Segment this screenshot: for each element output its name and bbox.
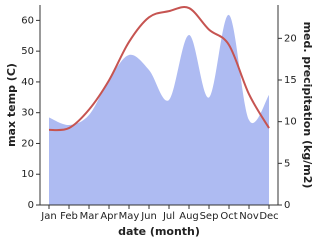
y-tick-label: 10 — [21, 169, 34, 180]
y-tick-label: 50 — [21, 46, 34, 57]
y2-tick-label: 0 — [284, 200, 290, 211]
x-tick-label: Jun — [140, 211, 157, 222]
y2-tick-label: 15 — [284, 75, 297, 86]
x-tick-label: Aug — [179, 211, 199, 222]
x-tick-label: Oct — [220, 211, 237, 222]
temperature-line — [48, 6, 270, 132]
y-tick-label: 60 — [21, 15, 34, 26]
precipitation-area — [49, 14, 269, 205]
x-tick-label: Mar — [80, 211, 100, 222]
x-axis-title: date (month) — [118, 225, 200, 238]
y-tick-label: 40 — [21, 77, 34, 88]
y-tick-label: 20 — [21, 138, 34, 149]
x-tick-label: Feb — [60, 211, 78, 222]
y2-tick-label: 20 — [284, 33, 297, 44]
x-tick-label: Nov — [239, 211, 259, 222]
y-tick-label: 0 — [28, 200, 34, 211]
x-tick-label: Jan — [40, 211, 56, 222]
x-tick-label: Jul — [162, 211, 175, 222]
x-tick-label: May — [119, 211, 140, 222]
x-tick-label: Apr — [100, 211, 118, 222]
y-axis-title: max temp (C) — [5, 63, 18, 147]
y2-tick-label: 5 — [284, 158, 290, 169]
y2-axis-title: med. precipitation (kg/m2) — [301, 22, 314, 189]
x-tick-label: Sep — [200, 211, 219, 222]
y-tick-label: 30 — [21, 108, 34, 119]
y2-tick-label: 10 — [284, 117, 297, 128]
x-tick-label: Dec — [259, 211, 278, 222]
